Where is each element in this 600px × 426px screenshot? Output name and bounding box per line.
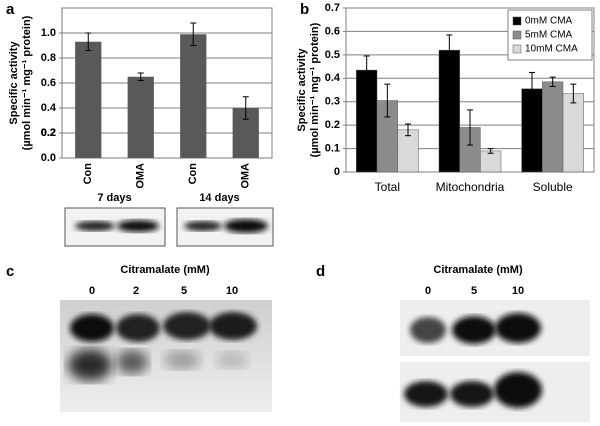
y-tick-label: 0.6 <box>325 25 340 37</box>
x-tick-label: Total <box>375 180 400 194</box>
x-tick-label: OMA <box>240 163 252 189</box>
y-tick-label: 1.0 <box>41 27 56 39</box>
x-tick-label: Soluble <box>533 180 573 194</box>
gel-title: Citramalate (mM) <box>120 264 210 276</box>
bar <box>180 34 207 158</box>
panel-label: b <box>300 1 309 18</box>
panel-label: a <box>6 1 15 18</box>
legend-label: 10mM CMA <box>525 44 578 55</box>
legend-box <box>507 9 593 61</box>
group-label: 7 days <box>97 192 131 204</box>
y-tick-label: 0.0 <box>41 152 56 164</box>
legend-label: 5mM CMA <box>525 30 573 41</box>
x-tick-label: Con <box>187 163 199 185</box>
y-tick-label: 0.2 <box>325 119 340 131</box>
y-tick-label: 0 <box>334 166 340 178</box>
bar <box>75 41 102 158</box>
legend-label: 0mM CMA <box>525 16 573 27</box>
lane-label: 5 <box>181 285 187 297</box>
blot-d <box>400 300 590 422</box>
panel-label: d <box>316 263 325 280</box>
y-axis-label: (µmol min⁻¹ mg⁻¹ protein) <box>309 22 321 157</box>
bar <box>438 49 460 173</box>
x-tick-label: Con <box>82 163 94 185</box>
y-axis-label: (µmol min⁻¹ mg⁻¹ protein) <box>21 15 33 150</box>
y-tick-label: 0.6 <box>41 77 56 89</box>
bar <box>127 76 154 158</box>
y-tick-label: 0.3 <box>325 96 340 108</box>
lane-label: 10 <box>226 285 238 297</box>
lane-label: 0 <box>89 285 95 297</box>
y-tick-label: 0.8 <box>41 52 56 64</box>
y-tick-label: 0.7 <box>325 2 340 14</box>
lane-label: 0 <box>425 285 431 297</box>
lane-label: 5 <box>471 285 477 297</box>
blot-a <box>64 207 274 247</box>
legend-swatch <box>512 30 522 40</box>
x-tick-label: Mitochondria <box>436 180 505 194</box>
gel-title: Citramalate (mM) <box>433 264 523 276</box>
panel-label: c <box>6 263 14 280</box>
y-tick-label: 0.2 <box>41 127 56 139</box>
legend-swatch <box>512 16 522 26</box>
y-tick-label: 0.1 <box>325 142 340 154</box>
y-tick-label: 0.5 <box>325 49 340 61</box>
y-tick-label: 0.4 <box>41 102 57 114</box>
plot-frame <box>61 7 273 159</box>
y-tick-label: 0.2 <box>41 127 56 139</box>
y-tick-label: 0.2 <box>41 127 56 139</box>
lane-label: 2 <box>133 285 139 297</box>
lane-label: 10 <box>512 285 524 297</box>
y-axis-label: Specific activity <box>8 41 20 125</box>
y-tick-label: 0.4 <box>325 72 341 84</box>
bar <box>480 150 502 173</box>
bar <box>542 81 564 173</box>
x-tick-label: OMA <box>135 163 147 189</box>
gel-c <box>60 300 272 412</box>
bar <box>562 93 584 173</box>
legend-swatch <box>512 44 522 54</box>
y-axis-label: Specific activity <box>296 48 308 132</box>
group-label: 14 days <box>199 192 239 204</box>
bar <box>356 69 378 173</box>
